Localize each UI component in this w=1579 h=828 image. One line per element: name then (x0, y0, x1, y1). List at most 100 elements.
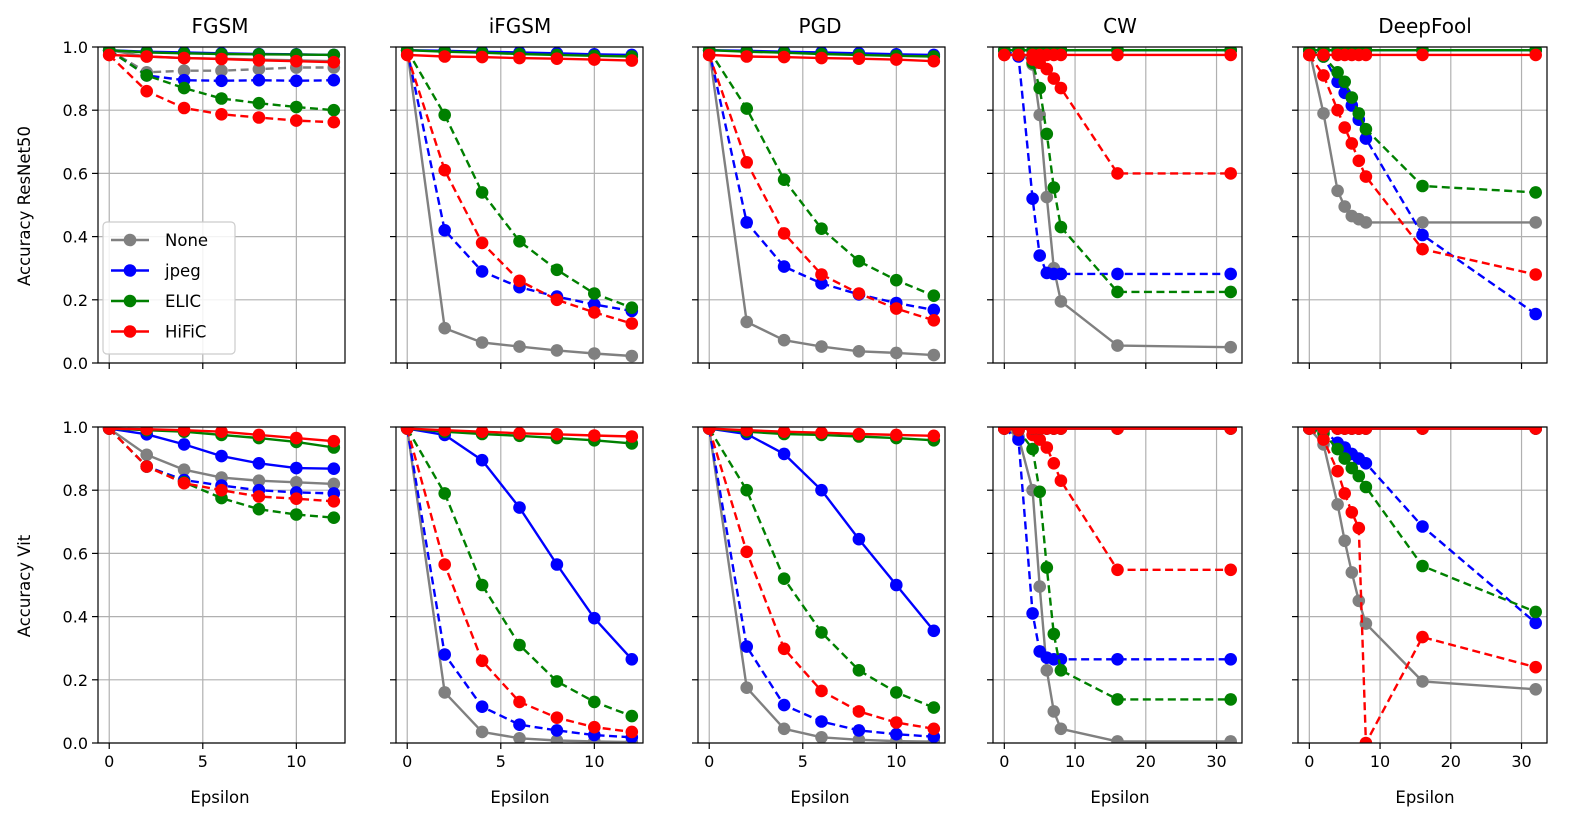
data-point-none (252, 62, 266, 76)
x-tick-label: 10 (584, 752, 604, 771)
axes-frame (697, 46, 946, 364)
data-point-elic (290, 100, 303, 114)
data-point-hific (588, 429, 601, 442)
data-point-none (177, 463, 191, 477)
data-point-none (1224, 340, 1237, 354)
panel-cw-r1 (987, 46, 1243, 369)
legend-item-elic: ELIC (111, 292, 201, 311)
data-point-elic (327, 103, 341, 117)
data-point-hific (815, 427, 828, 439)
data-point-elic (588, 695, 601, 709)
data-point-none (740, 315, 753, 329)
data-point-hific (327, 495, 341, 508)
data-point-jpeg (927, 303, 941, 317)
axes-frame (395, 426, 644, 744)
x-tick-label: 30 (1511, 752, 1531, 771)
data-point-hific (215, 108, 228, 121)
data-point-jpeg (252, 73, 266, 87)
data-point-jpeg (1054, 267, 1068, 281)
data-point-hific (588, 306, 601, 319)
data-point-elic (1111, 285, 1124, 299)
y-tick-label: 0.2 (63, 291, 88, 310)
data-point-jpeg (290, 74, 303, 88)
axes-frame (395, 46, 644, 364)
axes-frame (97, 426, 346, 744)
data-point-hific (550, 711, 564, 724)
data-point-none (1040, 664, 1054, 677)
data-point-jpeg (1359, 132, 1373, 145)
data-point-elic (625, 709, 639, 723)
data-point-elic (513, 235, 526, 248)
data-point-none (777, 722, 791, 736)
data-point-hific (1359, 170, 1373, 183)
y-tick-label: 0.8 (63, 101, 88, 120)
plot-area (102, 427, 341, 524)
data-point-hific (1224, 427, 1237, 435)
data-point-elic (927, 701, 941, 714)
data-point-hific (1416, 48, 1429, 62)
data-point-jpeg (777, 260, 791, 273)
data-point-elic (1338, 75, 1351, 89)
data-point-hific (1359, 736, 1373, 743)
plot-area (400, 427, 639, 743)
xlabel-epsilon-4: Epsilon (1090, 788, 1149, 807)
data-point-hific (1303, 48, 1316, 62)
data-point-hific (1224, 167, 1237, 180)
data-point-elic (1033, 485, 1046, 499)
data-point-hific (1224, 563, 1237, 577)
data-point-hific (252, 490, 266, 503)
data-point-hific (625, 54, 639, 67)
data-point-jpeg (777, 447, 791, 461)
data-point-none (1033, 580, 1046, 593)
data-point-elic (890, 686, 903, 699)
legend-item-jpeg: jpeg (111, 262, 201, 281)
x-tick-label: 5 (198, 752, 208, 771)
data-point-hific (513, 51, 526, 65)
data-point-hific (1047, 457, 1061, 470)
data-point-elic (1529, 605, 1542, 619)
series-line-jpeg-dashed (406, 49, 633, 313)
data-point-elic (1416, 179, 1429, 193)
data-point-hific (588, 720, 601, 734)
data-point-hific (550, 293, 564, 307)
data-point-none (1111, 339, 1124, 352)
legend-label: HiFiC (165, 323, 206, 342)
column-title-fgsm: FGSM (192, 14, 249, 38)
data-point-hific (702, 427, 716, 435)
data-point-none (1338, 534, 1351, 548)
plot-area (998, 47, 1237, 354)
data-point-jpeg (1111, 267, 1124, 281)
axes-frame (697, 426, 946, 744)
data-point-hific (1047, 72, 1061, 85)
data-point-elic (815, 626, 828, 639)
y-tick-label: 0.0 (63, 734, 88, 753)
data-point-elic (1331, 442, 1344, 456)
plot-area (400, 47, 639, 363)
data-point-hific (1352, 154, 1366, 168)
data-point-elic (550, 263, 564, 277)
data-point-jpeg (215, 449, 228, 463)
data-point-elic (588, 287, 601, 300)
x-tick-label: 10 (286, 752, 306, 771)
plot-area (702, 427, 941, 743)
legend-item-none: None (111, 231, 208, 250)
data-point-elic (1040, 127, 1054, 141)
data-point-jpeg (1111, 653, 1124, 666)
data-point-hific (1529, 427, 1542, 435)
data-point-hific (1345, 506, 1359, 519)
data-point-hific (215, 483, 228, 497)
data-point-hific (1054, 474, 1068, 488)
y-tick-label: 0.6 (63, 164, 88, 183)
panel-pgd-r2: 0 5 10 (692, 426, 946, 771)
data-point-hific (1338, 121, 1351, 134)
data-point-hific (852, 287, 866, 300)
column-title-deepfool: DeepFool (1378, 14, 1472, 38)
y-tick-label: 0.0 (63, 354, 88, 373)
plot-area (702, 47, 941, 362)
data-point-none (513, 732, 526, 743)
data-point-hific (290, 114, 303, 127)
data-point-elic (550, 675, 564, 688)
data-point-none (1529, 216, 1542, 229)
data-point-hific (1359, 48, 1373, 62)
